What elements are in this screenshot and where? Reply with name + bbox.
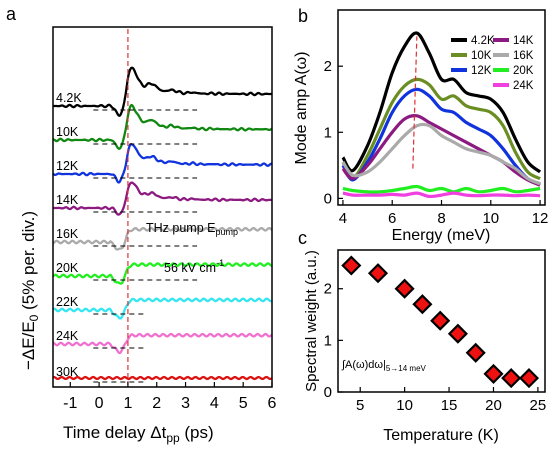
panel-b-peak-marker — [412, 36, 418, 169]
panel-c-x-tick-label: 25 — [530, 397, 547, 414]
panel-b-curve-12K — [341, 87, 541, 186]
panel-label-a: a — [6, 4, 17, 24]
panel-c-point — [447, 323, 468, 344]
panel-b-legend-label-4.2K: 4.2K — [471, 35, 495, 47]
panel-c-frame — [337, 249, 546, 393]
panel-label-b: b — [298, 6, 308, 26]
panel-b-curve-4.2K — [341, 31, 542, 174]
panel-a-trace-22K — [52, 297, 273, 320]
panel-c-point — [465, 342, 486, 363]
panel-a-series-label-24K: 24K — [56, 329, 79, 343]
panel-b-legend-label-10K: 10K — [471, 50, 492, 62]
panel-c-point — [394, 278, 415, 299]
panel-c-x-tick-label: 20 — [485, 397, 502, 414]
panel-b-x-ticks: 4 6 8 10 12 — [339, 200, 549, 227]
panel-c-point — [518, 368, 540, 389]
panel-a-series-label-16K: 16K — [56, 227, 79, 241]
panel-a-x-ticks: -1 0 1 2 3 4 5 6 — [63, 382, 277, 412]
panel-c-x-ticks: 5 10 15 20 25 — [356, 387, 546, 414]
panel-c-x-tick-label: 5 — [356, 397, 364, 414]
panel-b-curve-16K — [341, 122, 541, 186]
panel-b-x-tick-label: 8 — [437, 210, 445, 227]
panel-c-point — [430, 310, 451, 331]
panel-b-y-tick-label: 2 — [324, 58, 332, 75]
panel-b-legend: 4.2K 10K 12K 14K 16K 20K 24K — [451, 35, 534, 92]
panel-b-y-ticks: 0 1 2 — [324, 58, 343, 207]
panel-b-x-tick-label: 4 — [339, 210, 347, 227]
panel-a-annotation-field: 56 kV cm-1 — [164, 258, 224, 275]
panel-a-x-tick-label: 3 — [181, 395, 190, 412]
panel-a-trace-10K — [52, 103, 273, 150]
panel-c: 5 10 15 20 25 0 1 2 ∫A(ω)dω|5→14 meV Temperatu… — [303, 249, 546, 444]
panel-b-legend-label-16K: 16K — [513, 50, 534, 62]
panel-a-x-tick-label: -1 — [63, 395, 77, 412]
panel-b-y-tick-label: 1 — [324, 124, 332, 141]
panel-a-series-label-4.2K: 4.2K — [56, 91, 82, 105]
panel-b-curve-20K — [342, 184, 541, 194]
panel-c-point — [341, 255, 362, 276]
panel-c-y-label: Spectral weight (a.u.) — [303, 250, 320, 392]
panel-b-curve-24K — [342, 191, 541, 199]
panel-b-x-tick-label: 12 — [532, 210, 549, 227]
panel-b-x-tick-label: 10 — [482, 210, 499, 227]
panel-a-x-tick-label: 1 — [123, 395, 132, 412]
panel-a-series-label-12K: 12K — [56, 159, 79, 173]
panel-a-x-tick-label: 5 — [239, 395, 248, 412]
panel-c-y-tick-label: 1 — [324, 332, 332, 349]
panel-a-trace-20K — [52, 262, 273, 285]
panel-b-x-label: Energy (meV) — [392, 227, 491, 244]
panel-c-point — [501, 368, 522, 389]
panel-b-y-label: Mode amp A(ω) — [293, 52, 310, 165]
panel-a-trace-12K — [52, 143, 273, 184]
panel-a-series-label-10K: 10K — [56, 125, 79, 139]
panel-a-x-tick-label: 0 — [95, 395, 104, 412]
panel-c-points — [341, 255, 540, 389]
panel-c-point — [412, 294, 433, 315]
panel-c-point — [367, 263, 389, 284]
panel-c-x-tick-label: 15 — [441, 397, 458, 414]
panel-b-curves — [341, 31, 542, 199]
panel-a-annotation-pump: THz pump Epump — [146, 221, 238, 237]
panel-b-legend-label-24K: 24K — [513, 80, 534, 92]
panel-b-legend-label-12K: 12K — [471, 65, 492, 77]
panel-a-series-label-22K: 22K — [56, 295, 79, 309]
panel-a-trace-4.2K — [52, 66, 273, 117]
panel-a-frame — [52, 26, 273, 388]
panel-c-x-label: Temperature (K) — [383, 427, 499, 444]
panel-a-series-label-20K: 20K — [56, 261, 79, 275]
panel-a-y-label: −ΔE/E0 (5% per. div.) — [19, 211, 41, 370]
panel-a-x-tick-label: 2 — [152, 395, 161, 412]
panel-a-series-label-30K: 30K — [56, 365, 79, 379]
panel-a: 4.2K 10K 12K 14K 16K 20K 22K 24K 30K -1 0 1 2 3 4 5 6 T… — [19, 26, 277, 445]
panel-a-baselines — [93, 109, 198, 383]
panel-c-annotation: ∫A(ω)dω|5→14 meV — [341, 359, 427, 373]
panel-a-trace-16K — [52, 226, 273, 251]
panel-a-x-tick-label: 6 — [268, 395, 277, 412]
panel-c-y-ticks: 0 1 2 — [324, 281, 343, 401]
panel-c-point — [483, 363, 504, 384]
panel-a-trace-24K — [52, 332, 273, 355]
panel-a-trace-30K — [52, 375, 273, 381]
panel-c-x-tick-label: 10 — [396, 397, 413, 414]
panel-label-c: c — [298, 228, 307, 248]
panel-a-x-tick-label: 4 — [210, 395, 219, 412]
panel-a-curves — [52, 66, 273, 381]
panel-b-curve-10K — [341, 77, 541, 181]
panel-a-trace-14K — [52, 181, 273, 216]
panel-b-legend-label-20K: 20K — [513, 65, 534, 77]
panel-b-y-tick-label: 0 — [324, 190, 332, 207]
panel-a-series-label-14K: 14K — [56, 193, 79, 207]
panel-a-x-label: Time delay Δtpp (ps) — [63, 423, 214, 445]
panel-a-series-labels: 4.2K 10K 12K 14K 16K 20K 22K 24K 30K — [56, 91, 82, 379]
panel-c-y-tick-label: 2 — [324, 281, 332, 298]
panel-b-legend-label-14K: 14K — [513, 35, 534, 47]
panel-b-x-tick-label: 6 — [388, 210, 396, 227]
panel-c-y-tick-label: 0 — [324, 384, 332, 401]
